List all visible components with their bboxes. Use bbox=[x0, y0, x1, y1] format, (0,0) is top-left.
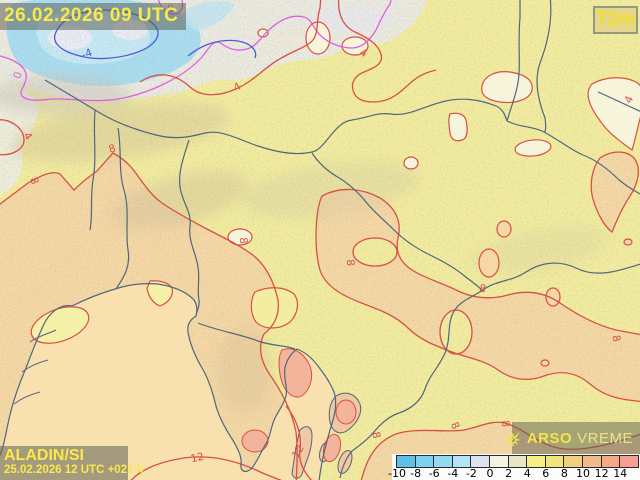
contour-label: 8 bbox=[499, 420, 512, 428]
warm-pockets bbox=[478, 220, 633, 367]
legend-cell bbox=[619, 455, 639, 468]
adriatic-sea bbox=[0, 283, 336, 480]
model-info-box: ALADIN/SI 25.02.2026 12 UTC +021 h bbox=[0, 446, 144, 480]
border-west bbox=[179, 139, 200, 316]
brand-bar: ARSO VREME bbox=[505, 422, 640, 455]
contour-label: 12 bbox=[190, 451, 206, 466]
river-tagliamento bbox=[115, 127, 130, 290]
legend-tick-label: 14 bbox=[613, 467, 628, 480]
contour-label: 4 bbox=[358, 46, 369, 60]
legend-colorbar bbox=[396, 455, 639, 468]
river-sava bbox=[311, 152, 483, 291]
border-southeast bbox=[339, 262, 640, 479]
contour-label: 8 bbox=[448, 420, 462, 431]
model-name: ALADIN/SI bbox=[4, 447, 84, 464]
legend-tick-label: 2 bbox=[505, 467, 513, 480]
legend-tick-label: 10 bbox=[576, 467, 590, 480]
valid-time-label: 26.02.2026 09 UTC bbox=[0, 3, 187, 30]
legend-tick-label: 6 bbox=[542, 467, 550, 480]
contour-label: 8 bbox=[27, 176, 41, 186]
legend-labels: -10 -8 -6 -4 -2 0 2 4 6 8 10 12 14 bbox=[388, 467, 640, 480]
legend-tick-label: -10 bbox=[388, 467, 406, 480]
border-north bbox=[44, 79, 508, 155]
river-mura bbox=[536, 0, 552, 133]
border-istria bbox=[197, 322, 296, 350]
contour-label: 8 bbox=[609, 334, 622, 343]
river-friuli bbox=[89, 109, 96, 231]
contour-label: 8 bbox=[344, 259, 357, 267]
contour-label: 8 bbox=[369, 430, 382, 440]
temperature-legend: -10 -8 -6 -4 -2 0 2 4 6 8 10 12 14 bbox=[388, 454, 640, 480]
legend-tick-label: -2 bbox=[465, 467, 477, 480]
contour-label: 0 bbox=[11, 70, 24, 80]
legend-tick-label: 0 bbox=[486, 467, 494, 480]
coastline bbox=[0, 283, 337, 480]
variable-badge: T2m bbox=[593, 6, 638, 34]
brand-arso: ARSO bbox=[526, 430, 573, 447]
legend-tick-label: -6 bbox=[428, 467, 440, 480]
legend-tick-label: 12 bbox=[594, 467, 609, 480]
contour-label: 8 bbox=[107, 142, 117, 155]
sun-icon bbox=[502, 429, 522, 449]
legend-tick-label: 8 bbox=[560, 467, 568, 480]
legend-tick-label: -4 bbox=[447, 467, 459, 480]
legend-tick-label: 4 bbox=[523, 467, 531, 480]
model-run-label: 25.02.2026 12 UTC +021 h bbox=[4, 464, 144, 476]
brand-vreme: VREME bbox=[577, 430, 633, 447]
contour-label: 12 bbox=[290, 443, 307, 460]
legend-tick-label: -8 bbox=[410, 467, 422, 480]
border-northeast bbox=[506, 0, 521, 122]
contour-label: 8 bbox=[237, 237, 250, 245]
river-drava bbox=[506, 120, 640, 195]
contour-label: 4 bbox=[622, 94, 636, 105]
contour-label: 8 bbox=[478, 283, 487, 296]
lagoon-islands bbox=[13, 329, 57, 405]
contour-label: -4 bbox=[80, 47, 94, 62]
